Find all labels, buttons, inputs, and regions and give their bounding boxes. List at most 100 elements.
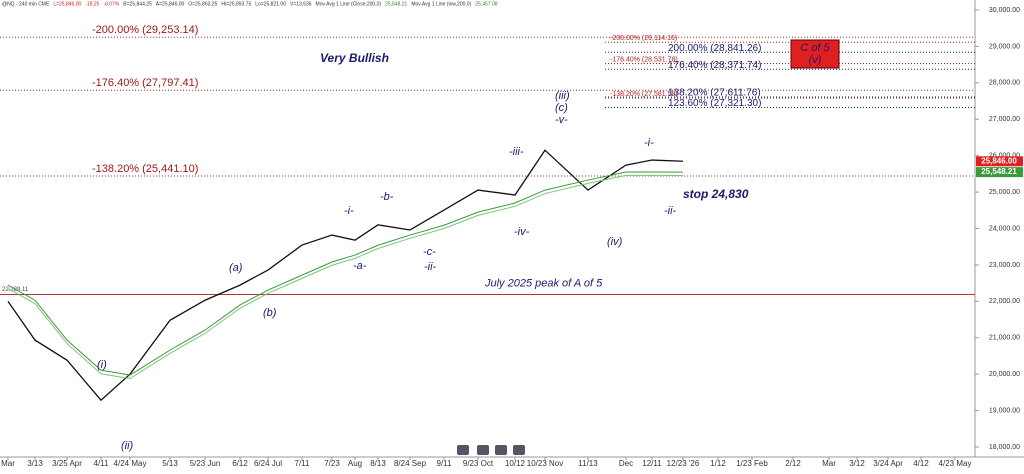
x-tick-label: 12/11 — [642, 459, 662, 468]
zoom-out-button[interactable] — [513, 445, 525, 455]
wave-label: stop 24,830 — [683, 187, 749, 201]
x-tick-label: 2/12 — [785, 459, 801, 468]
header-item: -18.25 — [85, 1, 99, 7]
x-tick-label: 10/12 — [505, 459, 526, 468]
y-tick-label: 26,000.00 — [989, 153, 1020, 160]
x-tick-label: 7/11 — [295, 459, 311, 468]
x-tick-label: 9/11 — [437, 459, 453, 468]
x-tick-label: 6/24 Jul — [254, 459, 282, 468]
x-tick-label: 5/23 Jun — [190, 459, 221, 468]
series-line — [7, 171, 684, 376]
wave-label: -i- — [644, 137, 654, 149]
x-tick-label: 8/13 — [370, 459, 386, 468]
wave-label: (i) — [97, 359, 107, 371]
wave-label: -a- — [353, 260, 367, 272]
x-tick-label: 1/12 — [710, 459, 726, 468]
header-item: V=13,636 — [290, 1, 312, 7]
fib-level-label: -138.20% (25,441.10) — [92, 163, 198, 175]
x-tick-label: Aug — [348, 459, 362, 468]
fib-level-label: 123.60% (27,321.30) — [668, 98, 761, 109]
wave-label: -v- — [555, 114, 568, 126]
header-item: Hi=25,893.75 — [221, 1, 251, 7]
x-tick-label: 10/23 Nov — [527, 459, 563, 468]
price-tag — [976, 167, 1023, 178]
wave-label: -i- — [344, 205, 354, 217]
header-item: Mov Avg 1 Line (low,200,0) — [411, 1, 471, 7]
header-item: L=25,846.00 — [53, 1, 81, 7]
header-item: O=25,863.25 — [188, 1, 217, 7]
x-tick-label: Mar — [1, 459, 15, 468]
x-tick-label: 7/23 — [324, 459, 340, 468]
x-tick-label: 3/13 — [27, 459, 43, 468]
wave-label: -iii- — [509, 146, 524, 158]
header-item: B=25,844.25 — [123, 1, 152, 7]
toolbar-button[interactable] — [457, 445, 469, 455]
x-tick-label: 8/24 Sep — [394, 459, 427, 468]
price-tag-label: 25,846.00 — [981, 156, 1017, 165]
fib-level-label: 200.00% (28,841.26) — [668, 43, 761, 54]
x-tick-label: 3/24 Apr — [873, 459, 903, 468]
y-tick-label: 28,000.00 — [989, 80, 1020, 87]
target-box — [790, 39, 840, 69]
peak-value-label: 22,189.11 — [2, 287, 29, 293]
target-box-label: C of 5 — [800, 42, 830, 54]
x-tick-label: 4/24 May — [114, 459, 147, 468]
y-tick-label: 23,000.00 — [989, 262, 1020, 269]
fib-level-label: -176.40% (28,531.78) — [610, 56, 678, 63]
x-tick-label: 6/12 — [232, 459, 248, 468]
wave-label: -c- — [423, 246, 436, 258]
x-tick-label: Mar — [822, 459, 836, 468]
x-tick-label: 4/12 — [913, 459, 929, 468]
wave-label: (iv) — [607, 236, 623, 248]
fib-level-label: 138.20% (27,611.76) — [668, 88, 761, 99]
y-tick-label: 19,000.00 — [989, 407, 1020, 414]
header-item: 25,548.21 — [385, 1, 407, 7]
toolbar-button[interactable] — [477, 445, 489, 455]
target-box-label: (v) — [809, 54, 822, 66]
y-tick-label: 21,000.00 — [989, 335, 1020, 342]
header-item: 25,457.08 — [475, 1, 497, 7]
header-item: @NQ - 240 min CME — [2, 1, 50, 7]
wave-label: (c) — [555, 102, 568, 114]
x-tick-label: 5/13 — [162, 459, 178, 468]
price-tag — [976, 156, 1023, 167]
y-tick-label: 25,000.00 — [989, 189, 1020, 196]
y-tick-label: 29,000.00 — [989, 43, 1020, 50]
wave-label: -b- — [380, 191, 394, 203]
wave-label: Very Bullish — [320, 51, 389, 65]
x-tick-label: 12/23 '26 — [667, 459, 700, 468]
fib-level-label: 176.40% (28,371.74) — [668, 60, 761, 71]
series-line — [7, 149, 684, 402]
wave-label: (iii) — [555, 90, 570, 102]
fib-level-label: -138.20% (27,581.58) — [610, 91, 678, 98]
y-tick-label: 30,000.00 — [989, 7, 1020, 14]
wave-label: -ii- — [424, 261, 437, 273]
x-tick-label: 4/23 May — [939, 459, 972, 468]
wave-label: -iv- — [514, 226, 530, 238]
y-tick-label: 27,000.00 — [989, 116, 1020, 123]
fib-level-label: -200.00% (29,253.14) — [92, 24, 198, 36]
x-tick-label: 1/23 Feb — [736, 459, 768, 468]
wave-label: -ii- — [664, 205, 677, 217]
x-tick-label: 3/25 Apr — [52, 459, 82, 468]
wave-label: (b) — [263, 307, 277, 319]
header-item: A=25,846.00 — [156, 1, 185, 7]
header-item: Lo=25,821.00 — [255, 1, 286, 7]
y-tick-label: 22,000.00 — [989, 298, 1020, 305]
toolbar — [457, 445, 525, 455]
x-tick-label: 11/13 — [578, 459, 598, 468]
zoom-in-button[interactable] — [495, 445, 507, 455]
y-tick-label: 20,000.00 — [989, 371, 1020, 378]
peak-annotation: July 2025 peak of A of 5 — [484, 277, 603, 289]
wave-label: (ii) — [121, 440, 134, 452]
y-tick-label: 24,000.00 — [989, 225, 1020, 232]
fib-level-label: -200.00% (29,114.16) — [610, 35, 677, 42]
x-tick-label: 3/12 — [849, 459, 865, 468]
x-tick-label: 9/23 Oct — [463, 459, 494, 468]
series-line — [7, 174, 684, 380]
wave-label: (a) — [229, 262, 243, 274]
price-tag-label: 25,548.21 — [981, 167, 1017, 176]
header-item: Mov Avg 1 Line (Close,200,0) — [316, 1, 382, 7]
